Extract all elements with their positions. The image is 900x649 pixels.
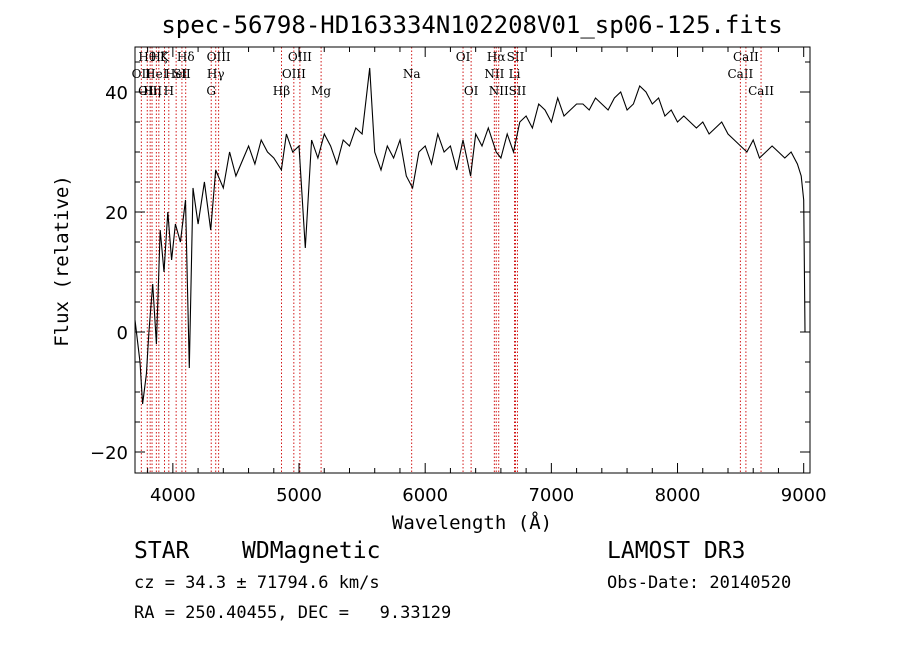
line-marker-label: OIII [207, 50, 231, 64]
line-marker-label: G [206, 84, 216, 98]
y-tick-label: −20 [90, 443, 128, 464]
line-marker-label: Li [509, 67, 521, 81]
coordinates-readout: RA = 250.40455, DEC = 9.33129 [134, 603, 452, 623]
line-marker-label: K [160, 50, 170, 64]
line-marker-label: OII [132, 67, 152, 81]
x-tick-label: 4000 [150, 485, 196, 506]
line-marker-label: CaII [733, 50, 759, 64]
y-tick-label: 0 [117, 323, 128, 344]
line-marker-label: Na [403, 67, 421, 81]
line-marker-label: Mg [311, 84, 331, 98]
line-marker-label: HeI [165, 67, 188, 81]
line-marker-label: Hδ [177, 50, 195, 64]
line-marker-label: H [164, 84, 174, 98]
line-marker-label: Hβ [273, 84, 290, 98]
spectrum-line [134, 67, 806, 405]
line-marker-label: NII [489, 84, 509, 98]
line-marker-label: OIII [138, 84, 162, 98]
observation-date: Obs-Date: 20140520 [607, 573, 792, 593]
line-marker-label: CaII [727, 67, 753, 81]
line-marker-label: NII [484, 67, 504, 81]
survey-name: LAMOST DR3 [607, 538, 746, 564]
redshift-readout: cz = 34.3 ± 71794.6 km/s [134, 573, 380, 593]
object-subclass: WDMagnetic [242, 538, 381, 564]
y-tick-label: 20 [105, 203, 128, 224]
x-tick-label: 8000 [655, 485, 701, 506]
x-tick-label: 6000 [402, 485, 448, 506]
line-marker-label: SII [507, 50, 525, 64]
x-tick-label: 7000 [528, 485, 574, 506]
line-marker-label: Hγ [207, 67, 225, 81]
y-tick-label: 40 [105, 83, 128, 104]
x-tick-label: 5000 [276, 485, 322, 506]
x-axis-label: Wavelength (Å) [392, 511, 552, 534]
emission-line-markers: OIIHθOIIIHηHeIHζKHHeISIIHδGHγOIIIHβOIIIO… [132, 47, 774, 473]
line-marker-label: HeI [145, 67, 168, 81]
object-class: STAR [134, 538, 190, 564]
line-marker-label: Hθ [138, 50, 156, 64]
line-marker-label: OIII [288, 50, 312, 64]
line-marker-label: OIII [282, 67, 306, 81]
line-marker-label: OI [456, 50, 471, 64]
line-marker-label: SII [509, 84, 527, 98]
line-marker-label: CaII [748, 84, 774, 98]
line-marker-label: Hα [487, 50, 506, 64]
y-axis-ticks: −20 0 20 40 [90, 61, 810, 464]
plot-frame [134, 46, 811, 474]
y-axis-label: Flux (relative) [51, 175, 73, 347]
line-marker-label: SII [173, 67, 191, 81]
line-marker-label: Hζ [150, 50, 167, 64]
line-marker-label: Hη [143, 84, 161, 98]
x-tick-label: 9000 [781, 485, 827, 506]
line-marker-label: OI [464, 84, 479, 98]
x-axis-ticks: 4000 5000 6000 7000 8000 9000 [147, 47, 827, 506]
chart-title: spec-56798-HD163334N102208V01_sp06-125.f… [161, 11, 782, 39]
